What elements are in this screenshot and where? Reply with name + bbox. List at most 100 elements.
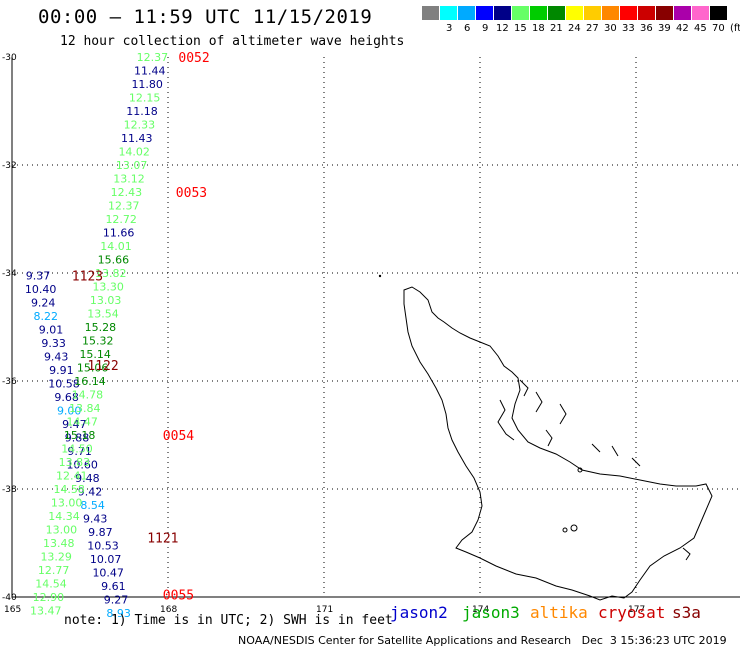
scale-swatch xyxy=(602,6,620,20)
satellite-legend-item: jason2 xyxy=(390,603,448,622)
wave-height-value: 15.14 xyxy=(79,348,111,361)
page-subtitle: 12 hour collection of altimeter wave hei… xyxy=(60,34,405,49)
wave-height-value: 12.37 xyxy=(137,51,169,64)
lat-tick-label: -38 xyxy=(2,485,17,495)
wave-height-value: 13.83 xyxy=(59,456,91,469)
scale-label: 18 xyxy=(532,23,545,34)
scale-label: 30 xyxy=(604,23,617,34)
wave-height-value: 14.47 xyxy=(66,416,98,429)
coast-inlet xyxy=(497,379,641,467)
scale-label: 42 xyxy=(676,23,689,34)
wave-height-value: 9.87 xyxy=(88,526,113,539)
wave-height-value: 9.47 xyxy=(62,418,87,431)
satellite-legend-item: jason3 xyxy=(462,603,520,622)
lon-tick-label: 174 xyxy=(472,605,489,615)
lon-tick-label: 165 xyxy=(4,605,21,615)
wave-height-value: 8.93 xyxy=(106,607,131,620)
wave-height-value: 11.18 xyxy=(126,105,158,118)
wave-height-value: 12.77 xyxy=(38,564,70,577)
lon-tick-label: 177 xyxy=(628,605,645,615)
wave-height-value: 14.34 xyxy=(48,510,80,523)
scale-swatch xyxy=(620,6,638,20)
time-labels: 0052 0053 0054 0055 1123 1122 1121 xyxy=(72,51,210,603)
wave-height-value: 12.72 xyxy=(105,213,137,226)
wave-height-value: 14.02 xyxy=(118,146,150,159)
scale-swatch xyxy=(548,6,566,20)
scale-label: 15 xyxy=(514,23,527,34)
scale-swatch xyxy=(440,6,458,20)
wave-height-value: 11.80 xyxy=(131,78,163,91)
wave-height-value: 9.71 xyxy=(67,445,92,458)
pass-time-label: 1123 xyxy=(72,270,103,285)
wave-height-value: 15.18 xyxy=(64,429,96,442)
pass-time-label: 1122 xyxy=(87,359,118,374)
scale-label: 3 xyxy=(446,23,453,34)
wave-height-value: 9.42 xyxy=(78,486,103,499)
wave-height-value: 12.43 xyxy=(111,186,143,199)
lon-tick-label: 171 xyxy=(316,605,333,615)
scale-label: 21 xyxy=(550,23,563,34)
grid-lines xyxy=(11,57,740,598)
wave-height-value: 10.07 xyxy=(90,553,122,566)
wave-height-value: 9.01 xyxy=(39,324,64,337)
wave-height-value: 13.82 xyxy=(95,267,127,280)
wave-height-value: 10.40 xyxy=(25,283,57,296)
wave-height-value: 9.37 xyxy=(26,270,51,283)
wave-height-value: 13.47 xyxy=(30,605,62,618)
scale-swatch xyxy=(584,6,602,20)
scale-swatch xyxy=(476,6,494,20)
page-title: 00:00 — 11:59 UTC 11/15/2019 xyxy=(38,6,373,28)
wave-height-value: 9.91 xyxy=(49,364,74,377)
wave-height-value: 9.61 xyxy=(101,580,126,593)
lat-tick-label: -32 xyxy=(2,161,17,171)
wave-height-value: 9.68 xyxy=(54,391,79,404)
wave-height-value: 12.37 xyxy=(108,200,140,213)
wave-height-value: 9.33 xyxy=(41,337,66,350)
wave-height-value: 12.33 xyxy=(124,119,156,132)
credit-line: NOAA/NESDIS Center for Satellite Applica… xyxy=(238,634,727,647)
scale-label: 6 xyxy=(464,23,471,34)
wave-height-value: 14.50 xyxy=(61,443,93,456)
wave-height-value: 8.54 xyxy=(80,499,105,512)
wave-height-value: 9.48 xyxy=(75,472,100,485)
scale-swatch xyxy=(458,6,476,20)
wave-height-value: 9.00 xyxy=(57,405,82,418)
scale-label: 27 xyxy=(586,23,599,34)
pass-time-label: 0054 xyxy=(163,429,194,444)
scale-label: 36 xyxy=(640,23,653,34)
pass-time-label: 1121 xyxy=(147,532,178,547)
wave-height-value: 14.78 xyxy=(72,389,104,402)
wave-height-value: 13.00 xyxy=(51,497,83,510)
wave-height-value: 9.27 xyxy=(104,594,129,607)
scale-swatch xyxy=(674,6,692,20)
wave-height-value: 15.32 xyxy=(82,335,114,348)
scale-swatch xyxy=(512,6,530,20)
satellite-legend-item: s3a xyxy=(672,603,701,622)
map-frame xyxy=(11,57,740,598)
scale-label: 12 xyxy=(496,23,509,34)
pass-time-label: 0052 xyxy=(178,51,209,66)
wave-height-value: 14.01 xyxy=(100,240,132,253)
wave-height-value: 10.60 xyxy=(66,459,98,472)
wave-height-value: 13.30 xyxy=(92,281,124,294)
altimeter-tracks: 9.3710.409.248.229.019.339.439.9110.589.… xyxy=(25,51,168,620)
scale-swatch xyxy=(656,6,674,20)
wave-height-value: 13.07 xyxy=(116,159,148,172)
pass-time-label: 0055 xyxy=(163,588,194,603)
wave-height-value: 11.43 xyxy=(121,132,153,145)
wave-height-value: 11.44 xyxy=(134,65,166,78)
wave-height-value: 14.58 xyxy=(53,483,85,496)
scale-label: 33 xyxy=(622,23,635,34)
scale-swatch xyxy=(566,6,584,20)
footnote: note: 1) Time is in UTC; 2) SWH is in fe… xyxy=(64,613,393,628)
axis-labels: -30 -32 -34 -36 -38 -40 165 168 171 174 177 xyxy=(2,53,645,615)
wave-height-value: 15.06 xyxy=(77,362,109,375)
wave-height-value: 15.66 xyxy=(98,254,130,267)
scale-label: 70 xyxy=(712,23,725,34)
north-island-coast xyxy=(403,286,713,601)
scale-swatch xyxy=(692,6,710,20)
wave-height-value: 16.14 xyxy=(74,375,106,388)
wave-height-value: 9.43 xyxy=(44,351,69,364)
wave-height-value: 13.00 xyxy=(46,524,78,537)
